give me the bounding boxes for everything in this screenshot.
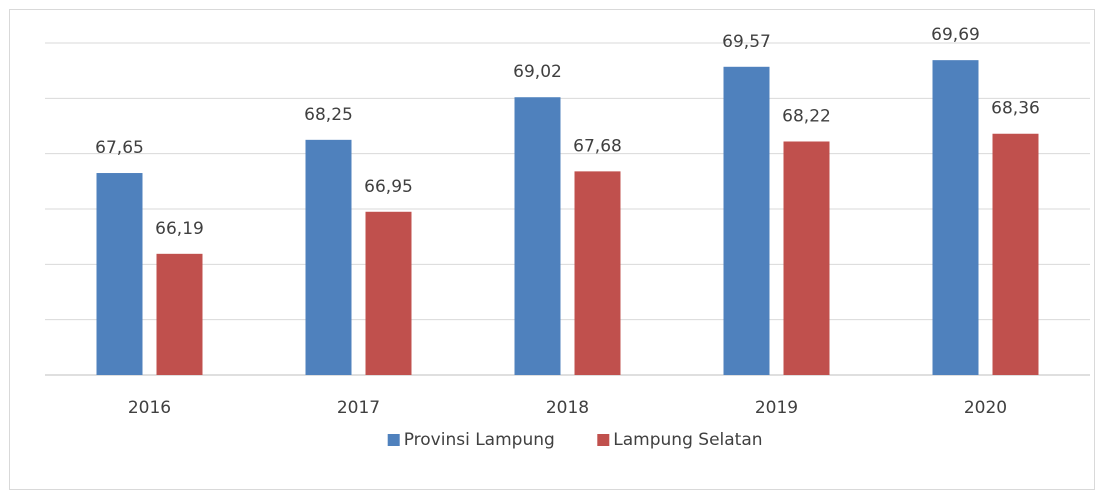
- data-label: 67,65: [95, 138, 144, 158]
- data-label: 68,22: [782, 106, 831, 126]
- bar: [514, 97, 561, 375]
- data-label: 68,36: [991, 99, 1040, 119]
- data-label: 69,69: [931, 25, 980, 45]
- bar: [783, 141, 830, 375]
- x-tick-label: 2018: [546, 398, 589, 418]
- legend-swatch: [597, 434, 610, 446]
- data-label: 69,57: [722, 32, 771, 52]
- x-tick-label: 2019: [755, 398, 798, 418]
- data-label: 67,68: [573, 136, 622, 156]
- bar: [96, 173, 143, 375]
- bar: [365, 211, 412, 375]
- data-label: 66,95: [364, 177, 413, 197]
- bar: [574, 171, 621, 375]
- x-tick-label: 2016: [128, 398, 171, 418]
- x-tick-label: 2020: [964, 398, 1007, 418]
- x-tick-label: 2017: [337, 398, 380, 418]
- data-label: 68,25: [304, 105, 353, 125]
- legend-swatch: [387, 434, 400, 446]
- data-label: 69,02: [513, 62, 562, 82]
- legend-label: Provinsi Lampung: [404, 430, 555, 450]
- bar: [932, 60, 979, 376]
- data-label: 66,19: [155, 219, 204, 239]
- legend-label: Lampung Selatan: [613, 430, 762, 450]
- bar: [305, 139, 352, 375]
- bar: [723, 66, 770, 375]
- bar: [992, 133, 1039, 375]
- bar: [156, 253, 203, 375]
